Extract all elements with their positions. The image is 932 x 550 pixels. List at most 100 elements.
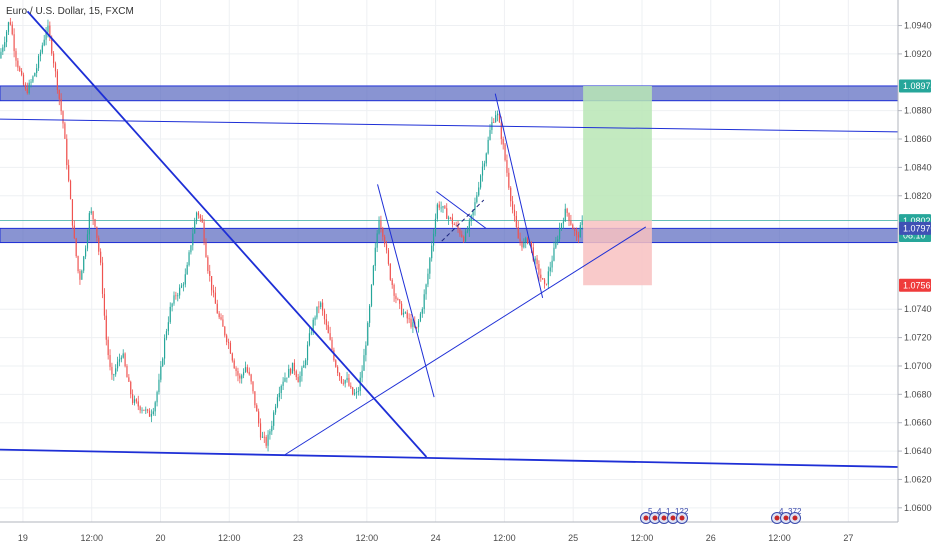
candle-body <box>17 60 19 68</box>
candle-body <box>574 229 576 232</box>
trend-lines[interactable] <box>0 10 899 468</box>
candle-body <box>519 238 521 242</box>
candle-body <box>290 368 292 374</box>
candle-body <box>323 310 326 320</box>
candle-body <box>451 217 453 225</box>
candle-body <box>248 371 250 375</box>
candle-body <box>218 313 220 318</box>
price-tag-label: 1.07569 <box>903 280 932 290</box>
candle-body <box>216 303 218 314</box>
candle-body <box>47 25 49 32</box>
candle-body <box>325 319 327 326</box>
price-zone-1[interactable] <box>0 227 899 244</box>
candle-body <box>308 333 311 345</box>
event-a-flag-dot-icon <box>670 515 676 521</box>
trend-line-0[interactable] <box>26 10 428 458</box>
candle-body <box>171 303 173 307</box>
y-tick-label: 1.06800 <box>904 389 932 399</box>
candle-body <box>335 360 337 367</box>
candle-body <box>562 221 564 224</box>
candle-body <box>372 265 374 285</box>
x-tick-label: 12:00 <box>493 533 516 543</box>
candle-body <box>209 271 211 277</box>
candle-body <box>152 411 154 415</box>
candle-body <box>280 385 282 394</box>
candle-body <box>71 199 74 226</box>
candle-body <box>49 25 51 38</box>
trend-line-4[interactable] <box>377 184 435 398</box>
candle-body <box>572 224 574 230</box>
candle-body <box>327 325 329 334</box>
candle-body <box>399 299 401 304</box>
candle-body <box>271 425 273 432</box>
candle-body <box>5 31 8 43</box>
candle-body <box>269 431 271 435</box>
long-position-tool[interactable] <box>583 85 652 286</box>
candle-body <box>506 160 508 173</box>
candle-body <box>367 322 369 346</box>
candle-body <box>532 247 534 261</box>
candle-body <box>274 406 277 413</box>
trend-line-6[interactable] <box>494 93 544 298</box>
candle-body <box>190 245 192 253</box>
candle-body <box>449 217 452 219</box>
candle-body <box>105 315 107 340</box>
trend-line-2[interactable] <box>0 118 899 133</box>
candle-body <box>103 293 105 316</box>
candle-body <box>560 223 563 229</box>
candle-body <box>459 229 461 235</box>
candle-body <box>401 303 403 315</box>
candle-body <box>464 231 467 242</box>
economic-events[interactable]: 5 4 1 12 2 4 37 2 <box>640 507 803 524</box>
candle-body <box>444 206 446 209</box>
candle-body <box>45 31 47 40</box>
candle-body <box>534 258 536 261</box>
candle-body <box>158 379 160 393</box>
candle-body <box>220 317 222 320</box>
candle-body <box>397 298 399 300</box>
y-tick-label: 1.09400 <box>904 21 932 31</box>
candle-body <box>175 295 177 297</box>
trend-line-3[interactable] <box>284 226 647 456</box>
candle-body <box>559 228 561 240</box>
candle-body <box>92 211 94 220</box>
candle-body <box>94 219 96 227</box>
candle-body <box>26 88 28 94</box>
trend-line-1[interactable] <box>0 448 899 468</box>
candle-body <box>495 115 497 123</box>
candle-body <box>100 251 102 263</box>
candle-body <box>361 370 363 378</box>
candle-body <box>227 342 230 343</box>
price-zone-0[interactable] <box>0 85 899 102</box>
stop-loss-area[interactable] <box>583 220 652 286</box>
candle-body <box>320 302 322 307</box>
candle-body <box>133 399 136 403</box>
candle-body <box>167 322 169 332</box>
candle-body <box>446 208 448 219</box>
candle-body <box>81 270 83 280</box>
candle-body <box>455 224 457 226</box>
y-tick-label: 1.06200 <box>904 474 932 484</box>
candle-body <box>66 138 68 166</box>
trend-line-5[interactable] <box>436 191 487 229</box>
candle-body <box>536 258 538 265</box>
candle-body <box>145 409 147 411</box>
candle-body <box>184 274 186 285</box>
candle-body <box>124 353 126 367</box>
candle-body <box>51 37 53 54</box>
candle-body <box>389 263 391 280</box>
event-b-flag-dot-icon <box>792 515 798 521</box>
candle-body <box>500 122 502 140</box>
candle-body <box>163 338 166 359</box>
chart-title: Euro / U.S. Dollar, 15, FXCM <box>6 6 134 17</box>
candle-body <box>241 375 243 379</box>
y-tick-label: 1.08800 <box>904 106 932 116</box>
take-profit-area[interactable] <box>583 85 652 221</box>
candle-body <box>192 233 194 246</box>
candle-body <box>34 73 36 77</box>
candle-body <box>369 305 371 323</box>
candle-body <box>461 234 463 237</box>
candle-body <box>212 290 215 293</box>
dashed-line-0[interactable] <box>441 199 485 242</box>
